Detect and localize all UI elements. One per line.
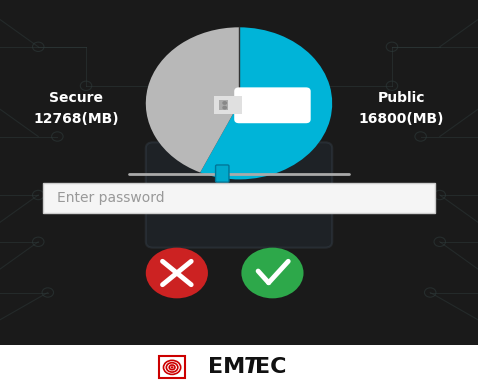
FancyBboxPatch shape [216,165,229,182]
Text: 12768(MB): 12768(MB) [33,112,120,126]
Text: T: T [244,357,259,378]
Text: Public: Public [378,90,425,105]
Circle shape [146,248,208,298]
Circle shape [171,366,174,369]
FancyBboxPatch shape [146,142,332,248]
Polygon shape [191,123,287,152]
FancyBboxPatch shape [296,87,327,123]
Circle shape [222,106,227,110]
FancyBboxPatch shape [219,100,228,110]
Text: 16800(MB): 16800(MB) [359,112,444,126]
FancyBboxPatch shape [0,345,478,390]
FancyBboxPatch shape [43,183,435,213]
Circle shape [241,248,304,298]
FancyBboxPatch shape [234,87,311,123]
Text: EM: EM [208,357,245,378]
Wedge shape [146,27,239,172]
Text: EC: EC [255,357,286,378]
FancyBboxPatch shape [214,96,242,114]
Text: Enter password: Enter password [57,191,165,205]
Circle shape [222,101,227,105]
Text: Secure: Secure [50,90,103,105]
Circle shape [226,184,252,206]
Wedge shape [200,27,332,179]
